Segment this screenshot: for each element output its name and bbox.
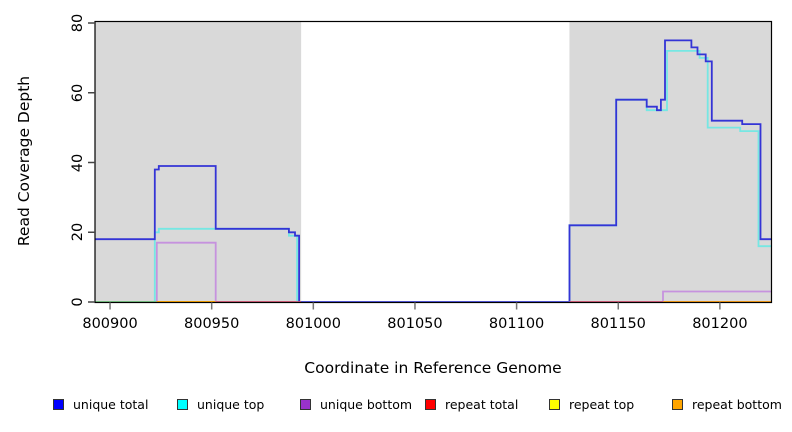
series-line-unique-bottom: [95, 241, 772, 303]
legend-label: unique total: [73, 396, 149, 412]
x-tick-label: 800900: [82, 316, 138, 332]
legend-label: repeat bottom: [692, 396, 782, 412]
x-tick-label: 801100: [488, 316, 545, 332]
covered-region-left: [95, 21, 302, 303]
y-tick-label: 80: [70, 13, 86, 33]
legend-swatch-icon: [300, 398, 311, 410]
x-tick-label: 801200: [692, 316, 748, 332]
legend-label: unique bottom: [320, 396, 413, 412]
legend-swatch-icon: [177, 398, 188, 410]
x-axis-title: Coordinate in Reference Genome: [304, 359, 562, 377]
legend-item-unique-total: unique total: [53, 395, 148, 413]
legend-swatch-icon: [425, 398, 436, 410]
legend-label: unique top: [197, 396, 265, 412]
legend-label: repeat total: [445, 396, 519, 412]
legend-item-repeat-total: repeat total: [425, 395, 518, 413]
legend-item-repeat-bottom: repeat bottom: [672, 395, 782, 413]
legend-item-unique-top: unique top: [177, 395, 264, 413]
y-tick-label: 40: [70, 153, 86, 172]
x-tick-label: 800950: [183, 316, 240, 332]
covered-region-right: [569, 21, 772, 303]
y-tick-label: 0: [70, 297, 86, 307]
y-tick-label: 20: [70, 223, 86, 242]
x-tick-label: 801150: [590, 316, 646, 332]
y-axis-title: Read Coverage Depth: [15, 75, 33, 247]
x-tick-label: 801050: [387, 316, 443, 332]
legend-label: repeat top: [569, 396, 635, 412]
legend-swatch-icon: [672, 398, 683, 410]
series-line-unique-total: [95, 39, 772, 303]
legend-swatch-icon: [549, 398, 560, 410]
legend: unique total unique top unique bottom repea…: [0, 395, 792, 415]
legend-item-repeat-top: repeat top: [549, 395, 634, 413]
legend-item-unique-bottom: unique bottom: [300, 395, 412, 413]
y-tick-label: 60: [70, 83, 86, 102]
x-tick-label: 801000: [285, 316, 341, 332]
legend-swatch-icon: [53, 398, 64, 410]
